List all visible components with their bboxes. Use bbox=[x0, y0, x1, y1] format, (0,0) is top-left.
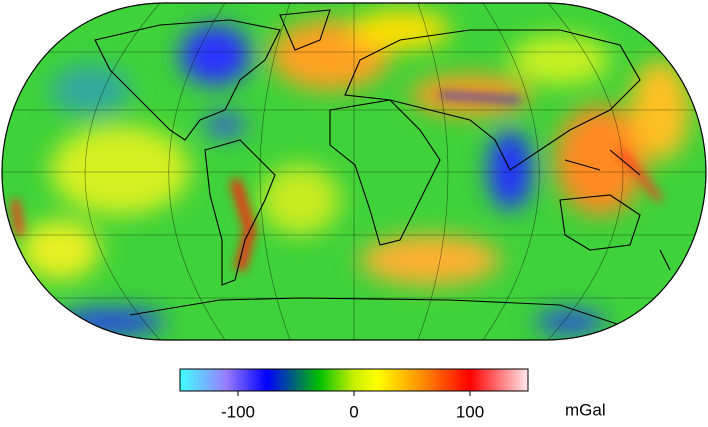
colorbar-scale bbox=[179, 368, 529, 392]
colorbar-unit: mGal bbox=[565, 400, 606, 419]
colorbar: mGal -100 0 100 bbox=[179, 368, 606, 421]
map bbox=[2, 3, 706, 340]
graticule bbox=[2, 3, 706, 340]
map-outline bbox=[1, 2, 707, 341]
colorbar-tick-label: 100 bbox=[456, 402, 484, 421]
colorbar-tick-label: -100 bbox=[221, 402, 255, 421]
colorbar-tick-label: 0 bbox=[349, 402, 358, 421]
coastlines bbox=[94, 9, 671, 326]
